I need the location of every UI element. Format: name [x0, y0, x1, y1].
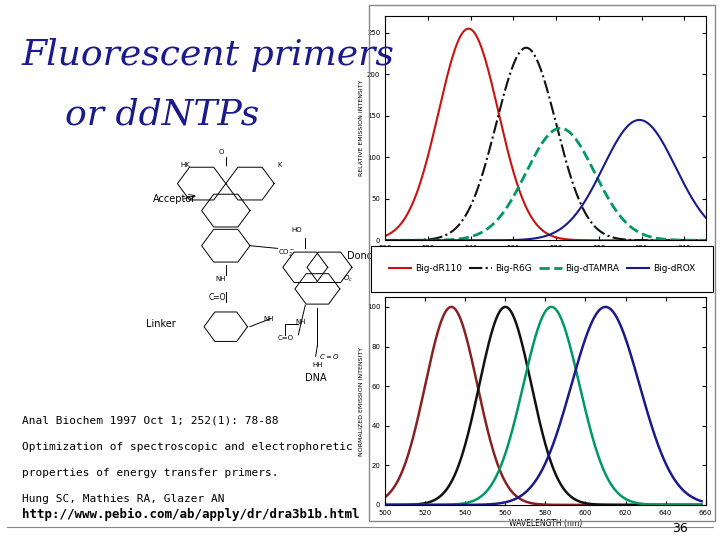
Text: K: K — [278, 163, 282, 168]
Y-axis label: RELATIVE EMISSION INTENSITY: RELATIVE EMISSION INTENSITY — [359, 80, 364, 177]
Text: Acceptor: Acceptor — [153, 194, 197, 205]
Text: NH: NH — [215, 276, 226, 282]
Text: or ddNTPs: or ddNTPs — [65, 97, 259, 131]
X-axis label: WAVELENGTH (nm): WAVELENGTH (nm) — [509, 518, 582, 528]
Text: CO$_2^-$: CO$_2^-$ — [278, 247, 294, 258]
Text: Hung SC, Mathies RA, Glazer AN: Hung SC, Mathies RA, Glazer AN — [22, 494, 224, 504]
Text: NH: NH — [295, 319, 305, 325]
Text: Donor: Donor — [347, 251, 377, 261]
Text: HK: HK — [181, 163, 191, 168]
FancyBboxPatch shape — [371, 246, 713, 292]
Text: C=O: C=O — [278, 335, 294, 341]
Text: 36: 36 — [672, 522, 688, 535]
X-axis label: WAVELENGTH (nm): WAVELENGTH (nm) — [509, 254, 582, 263]
Text: Fluorescent primers: Fluorescent primers — [22, 38, 395, 72]
Text: Linker: Linker — [146, 319, 176, 329]
Text: NH: NH — [264, 316, 274, 322]
Text: Anal Biochem 1997 Oct 1; 252(1): 78-88: Anal Biochem 1997 Oct 1; 252(1): 78-88 — [22, 416, 278, 426]
Text: O: O — [219, 149, 224, 155]
Text: C=O: C=O — [209, 293, 226, 302]
Text: $C=O$: $C=O$ — [319, 352, 340, 361]
Y-axis label: NORMALIZED EMISSION INTENSITY: NORMALIZED EMISSION INTENSITY — [359, 346, 364, 456]
Legend: Big-dR110, Big-R6G, Big-dTAMRA, Big-dROX: Big-dR110, Big-R6G, Big-dTAMRA, Big-dROX — [385, 260, 698, 277]
Text: Optimization of spectroscopic and electrophoretic: Optimization of spectroscopic and electr… — [22, 442, 352, 452]
Text: properties of energy transfer primers.: properties of energy transfer primers. — [22, 468, 278, 478]
Text: http://www.pebio.com/ab/apply/dr/dra3b1b.html: http://www.pebio.com/ab/apply/dr/dra3b1b… — [22, 508, 359, 521]
Text: HO: HO — [292, 227, 302, 233]
Text: DNA: DNA — [305, 373, 327, 383]
Text: $O_c$: $O_c$ — [343, 274, 354, 284]
Text: HH: HH — [312, 362, 323, 368]
